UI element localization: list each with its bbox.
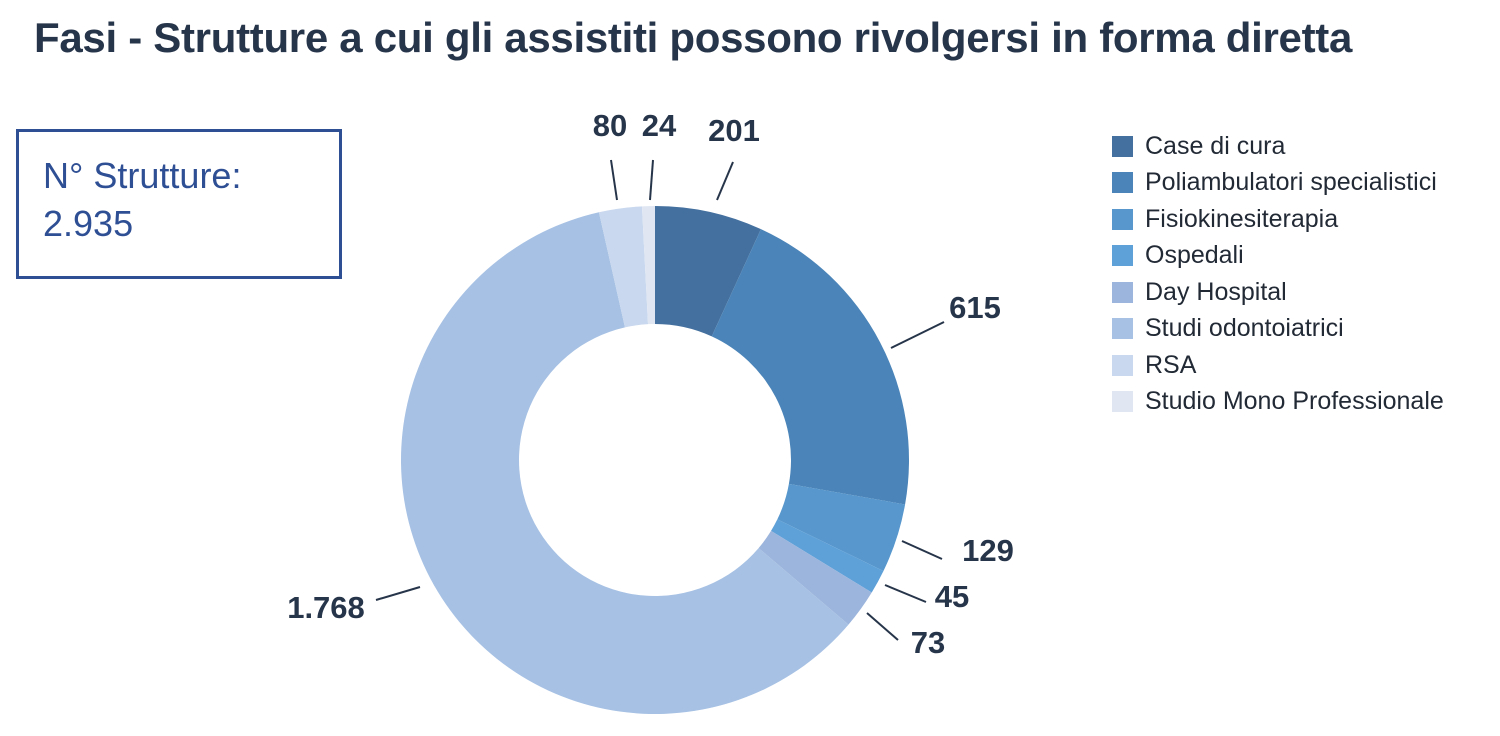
leader-line-case-di-cura <box>716 161 734 201</box>
legend-label: Poliambulatori specialistici <box>1145 168 1437 197</box>
slice-ospedali <box>771 519 884 593</box>
legend-item-case-di-cura: Case di cura <box>1112 128 1444 165</box>
data-label-ospedali: 45 <box>935 579 969 614</box>
chart-title: Fasi - Strutture a cui gli assistiti pos… <box>34 14 1353 61</box>
data-label-day-hospital: 73 <box>911 625 945 660</box>
legend-item-rsa: RSA <box>1112 347 1444 384</box>
leader-line-studio-mono-professionale <box>649 159 654 201</box>
legend-item-poliambulatori-specialistici: Poliambulatori specialistici <box>1112 165 1444 202</box>
slice-studio-mono-professionale <box>641 206 655 325</box>
data-label-poliambulatori-specialistici: 615 <box>949 290 1001 325</box>
legend-swatch <box>1112 354 1133 376</box>
data-label-case-di-cura: 201 <box>708 113 760 148</box>
slice-day-hospital <box>758 530 872 625</box>
slice-case-di-cura <box>655 206 761 337</box>
leader-line-studi-odontoiatrici <box>375 586 421 601</box>
chart-legend: Case di cura Poliambulatori specialistici… <box>1112 128 1444 420</box>
legend-item-studio-mono-professionale: Studio Mono Professionale <box>1112 384 1444 421</box>
legend-item-ospedali: Ospedali <box>1112 238 1444 275</box>
total-structures-value: 2.935 <box>43 203 134 244</box>
total-structures-box: N° Strutture: 2.935 <box>16 129 342 279</box>
legend-label: Ospedali <box>1145 241 1244 270</box>
legend-label: Studi odontoiatrici <box>1145 314 1344 343</box>
leader-line-rsa <box>610 159 618 201</box>
legend-swatch <box>1112 135 1133 157</box>
slice-poliambulatori-specialistici <box>711 229 909 505</box>
legend-label: Case di cura <box>1145 131 1286 160</box>
data-label-rsa: 80 <box>593 108 627 143</box>
legend-item-fisiokinesiterapia: Fisiokinesiterapia <box>1112 201 1444 238</box>
legend-label: Fisiokinesiterapia <box>1145 204 1339 233</box>
leader-line-day-hospital <box>866 612 899 641</box>
data-label-studio-mono-professionale: 24 <box>642 108 677 143</box>
slice-fisiokinesiterapia <box>777 483 906 571</box>
legend-swatch <box>1112 391 1133 413</box>
legend-swatch <box>1112 281 1133 303</box>
legend-label: RSA <box>1145 350 1197 379</box>
legend-swatch <box>1112 245 1133 267</box>
legend-item-studi-odontoiatrici: Studi odontoiatrici <box>1112 311 1444 348</box>
slice-rsa <box>598 206 649 328</box>
legend-label: Day Hospital <box>1145 277 1287 306</box>
legend-swatch <box>1112 172 1133 194</box>
legend-swatch <box>1112 318 1133 340</box>
leader-line-ospedali <box>884 584 927 603</box>
slice-studi-odontoiatrici <box>401 212 849 715</box>
leader-line-fisiokinesiterapia <box>901 540 943 560</box>
total-structures-label: N° Strutture: <box>43 155 242 196</box>
legend-label: Studio Mono Professionale <box>1145 387 1444 416</box>
legend-swatch <box>1112 208 1133 230</box>
leader-line-poliambulatori-specialistici <box>890 321 945 349</box>
legend-item-day-hospital: Day Hospital <box>1112 274 1444 311</box>
data-label-fisiokinesiterapia: 129 <box>962 533 1014 568</box>
data-label-studi-odontoiatrici: 1.768 <box>287 590 365 625</box>
